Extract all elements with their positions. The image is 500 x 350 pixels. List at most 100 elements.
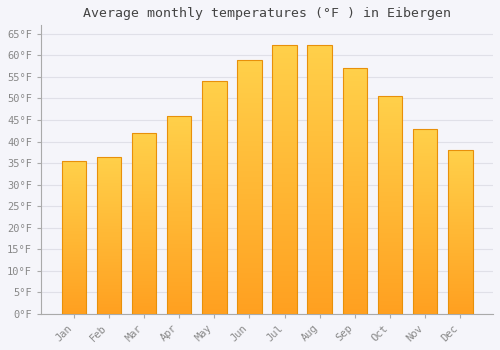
Bar (413, 230, 438, 232)
Bar (342, 90, 367, 93)
Bar (308, 201, 332, 203)
Bar (448, 229, 472, 230)
Bar (96, 191, 121, 193)
Bar (167, 276, 192, 278)
Bar (448, 186, 472, 188)
Bar (237, 166, 262, 169)
Bar (342, 152, 367, 154)
Bar (308, 125, 332, 128)
Bar (96, 156, 121, 314)
Bar (308, 45, 332, 314)
Bar (237, 60, 262, 62)
Bar (448, 193, 472, 194)
Bar (167, 252, 192, 254)
Bar (308, 114, 332, 117)
Bar (237, 278, 262, 281)
Bar (237, 77, 262, 80)
Bar (378, 274, 402, 277)
Bar (308, 112, 332, 114)
Bar (413, 297, 438, 299)
Bar (62, 263, 86, 265)
Bar (132, 298, 156, 299)
Bar (448, 157, 472, 158)
Bar (167, 272, 192, 274)
Bar (96, 251, 121, 252)
Bar (308, 144, 332, 147)
Bar (132, 183, 156, 186)
Bar (96, 218, 121, 219)
Bar (448, 291, 472, 293)
Bar (378, 207, 402, 209)
Bar (167, 209, 192, 211)
Bar (378, 122, 402, 125)
Bar (413, 273, 438, 275)
Bar (448, 279, 472, 281)
Bar (237, 215, 262, 217)
Bar (378, 283, 402, 286)
Bar (132, 290, 156, 292)
Bar (272, 182, 297, 184)
Bar (448, 225, 472, 227)
Bar (378, 159, 402, 161)
Bar (448, 258, 472, 260)
Bar (237, 250, 262, 253)
Bar (62, 309, 86, 311)
Bar (132, 254, 156, 256)
Bar (378, 307, 402, 309)
Bar (237, 225, 262, 228)
Bar (448, 237, 472, 238)
Bar (167, 173, 192, 175)
Bar (378, 105, 402, 107)
Bar (202, 298, 226, 300)
Bar (237, 210, 262, 212)
Bar (237, 70, 262, 72)
Bar (448, 170, 472, 172)
Bar (62, 239, 86, 240)
Bar (413, 232, 438, 234)
Bar (237, 228, 262, 230)
Bar (96, 182, 121, 183)
Bar (342, 265, 367, 267)
Bar (342, 262, 367, 265)
Bar (62, 162, 86, 164)
Bar (202, 125, 226, 128)
Bar (96, 273, 121, 274)
Bar (413, 234, 438, 236)
Bar (342, 267, 367, 270)
Bar (237, 283, 262, 286)
Bar (202, 176, 226, 179)
Bar (378, 286, 402, 288)
Bar (202, 135, 226, 137)
Bar (308, 152, 332, 155)
Bar (448, 165, 472, 167)
Bar (237, 248, 262, 250)
Bar (96, 307, 121, 309)
Bar (202, 179, 226, 181)
Bar (272, 125, 297, 128)
Bar (96, 265, 121, 267)
Bar (378, 233, 402, 236)
Bar (62, 228, 86, 230)
Bar (96, 300, 121, 301)
Bar (202, 244, 226, 246)
Bar (237, 265, 262, 268)
Bar (378, 131, 402, 133)
Bar (413, 177, 438, 178)
Bar (308, 158, 332, 160)
Bar (342, 103, 367, 105)
Bar (132, 258, 156, 259)
Bar (413, 249, 438, 251)
Bar (202, 118, 226, 121)
Bar (413, 267, 438, 269)
Bar (202, 91, 226, 93)
Bar (96, 185, 121, 187)
Bar (448, 282, 472, 284)
Bar (96, 223, 121, 224)
Bar (62, 280, 86, 282)
Bar (378, 190, 402, 192)
Bar (308, 284, 332, 287)
Bar (237, 131, 262, 133)
Bar (413, 308, 438, 310)
Bar (448, 172, 472, 173)
Bar (202, 211, 226, 214)
